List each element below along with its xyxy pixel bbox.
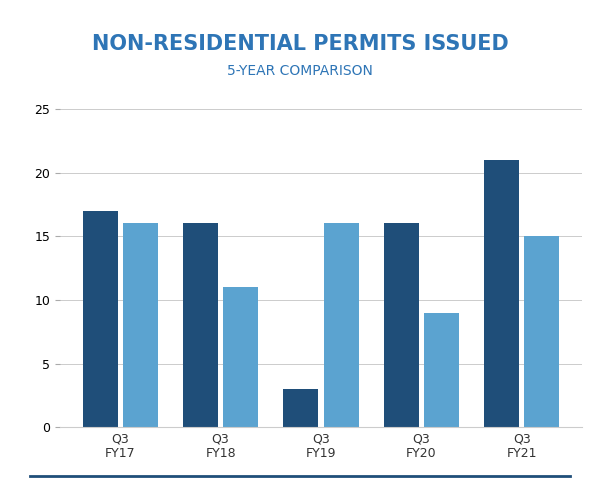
Bar — [123, 223, 158, 427]
Text: NON-RESIDENTIAL PERMITS ISSUED: NON-RESIDENTIAL PERMITS ISSUED — [92, 34, 508, 55]
Bar — [323, 223, 359, 427]
Bar — [283, 389, 319, 427]
Bar — [484, 160, 519, 427]
Bar — [183, 223, 218, 427]
Bar — [384, 223, 419, 427]
Bar — [223, 287, 258, 427]
Bar — [524, 236, 559, 427]
Bar — [83, 211, 118, 427]
Text: 5-YEAR COMPARISON: 5-YEAR COMPARISON — [227, 64, 373, 78]
Bar — [424, 313, 459, 427]
